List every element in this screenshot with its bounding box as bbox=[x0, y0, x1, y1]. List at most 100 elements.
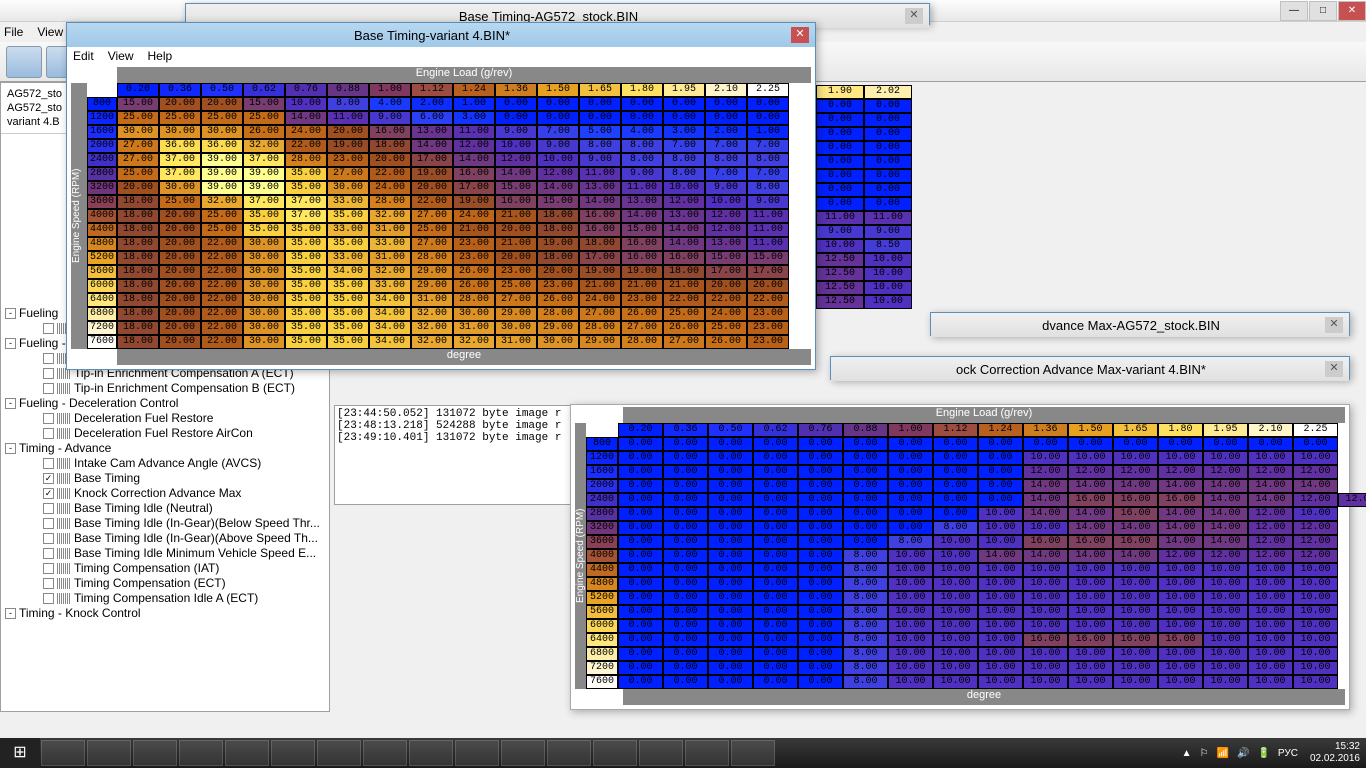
data-cell[interactable]: 15.00 bbox=[747, 251, 789, 265]
data-cell[interactable]: 31.00 bbox=[369, 251, 411, 265]
data-cell[interactable]: 0.00 bbox=[753, 437, 798, 451]
data-cell[interactable]: 27.00 bbox=[411, 237, 453, 251]
data-cell[interactable]: 7.00 bbox=[705, 139, 747, 153]
tree-leaf[interactable]: Intake Cam Advance Angle (AVCS) bbox=[3, 456, 327, 471]
data-cell[interactable]: 10.00 bbox=[1158, 647, 1203, 661]
taskbar-item[interactable] bbox=[363, 740, 407, 766]
data-cell[interactable]: 9.00 bbox=[747, 195, 789, 209]
taskbar-item[interactable] bbox=[455, 740, 499, 766]
data-cell[interactable]: 14.00 bbox=[1293, 479, 1338, 493]
data-cell[interactable]: 25.00 bbox=[159, 195, 201, 209]
data-cell[interactable]: 8.00 bbox=[579, 139, 621, 153]
data-cell[interactable]: 10.00 bbox=[1293, 563, 1338, 577]
data-cell[interactable]: 14.00 bbox=[1068, 479, 1113, 493]
data-cell[interactable]: 10.00 bbox=[1158, 451, 1203, 465]
data-cell[interactable]: 1.00 bbox=[747, 125, 789, 139]
data-cell[interactable]: 0.00 bbox=[708, 563, 753, 577]
data-cell[interactable]: 7.00 bbox=[537, 125, 579, 139]
data-cell[interactable]: 21.00 bbox=[495, 237, 537, 251]
data-cell[interactable]: 20.00 bbox=[411, 181, 453, 195]
data-cell[interactable]: 27.00 bbox=[579, 307, 621, 321]
data-cell[interactable]: 10.00 bbox=[1113, 577, 1158, 591]
data-cell[interactable]: 2.00 bbox=[411, 97, 453, 111]
data-cell[interactable]: 0.00 bbox=[663, 549, 708, 563]
data-cell[interactable]: 34.00 bbox=[369, 307, 411, 321]
data-cell[interactable]: 18.00 bbox=[117, 195, 159, 209]
data-cell[interactable]: 0.00 bbox=[843, 479, 888, 493]
data-cell[interactable]: 0.00 bbox=[747, 111, 789, 125]
data-cell[interactable]: 18.00 bbox=[537, 223, 579, 237]
data-cell[interactable]: 35.00 bbox=[327, 293, 369, 307]
data-cell[interactable]: 20.00 bbox=[327, 125, 369, 139]
data-cell[interactable]: 36.00 bbox=[201, 139, 243, 153]
data-cell[interactable]: 0.00 bbox=[933, 493, 978, 507]
data-cell[interactable]: 0.00 bbox=[753, 661, 798, 675]
data-cell[interactable]: 20.00 bbox=[117, 181, 159, 195]
data-cell[interactable]: 29.00 bbox=[411, 279, 453, 293]
data-cell[interactable]: 0.00 bbox=[888, 479, 933, 493]
data-cell[interactable]: 0.00 bbox=[798, 465, 843, 479]
data-cell[interactable]: 33.00 bbox=[327, 223, 369, 237]
data-cell[interactable]: 10.00 bbox=[933, 647, 978, 661]
data-cell[interactable]: 10.00 bbox=[1023, 675, 1068, 689]
data-cell[interactable]: 0.00 bbox=[798, 507, 843, 521]
data-cell[interactable]: 11.00 bbox=[747, 237, 789, 251]
data-cell[interactable]: 22.00 bbox=[201, 307, 243, 321]
data-cell[interactable]: 10.00 bbox=[1203, 591, 1248, 605]
data-cell[interactable]: 12.00 bbox=[1293, 465, 1338, 479]
data-cell[interactable]: 10.00 bbox=[978, 619, 1023, 633]
data-cell[interactable]: 35.00 bbox=[285, 251, 327, 265]
data-cell[interactable]: 10.00 bbox=[1293, 507, 1338, 521]
data-cell[interactable]: 0.00 bbox=[708, 633, 753, 647]
data-cell[interactable]: 14.00 bbox=[411, 139, 453, 153]
data-cell[interactable]: 10.00 bbox=[978, 633, 1023, 647]
data-cell[interactable]: 0.00 bbox=[708, 661, 753, 675]
data-cell[interactable]: 25.00 bbox=[117, 167, 159, 181]
data-cell[interactable]: 16.00 bbox=[1068, 633, 1113, 647]
data-cell[interactable]: 0.00 bbox=[618, 479, 663, 493]
data-cell[interactable]: 10.00 bbox=[1203, 633, 1248, 647]
data-cell[interactable]: 22.00 bbox=[201, 335, 243, 349]
data-cell[interactable]: 0.00 bbox=[798, 577, 843, 591]
data-cell[interactable]: 0.00 bbox=[798, 605, 843, 619]
data-cell[interactable]: 8.00 bbox=[843, 647, 888, 661]
data-cell[interactable]: 17.00 bbox=[453, 181, 495, 195]
data-cell[interactable]: 0.00 bbox=[978, 479, 1023, 493]
data-cell[interactable]: 0.00 bbox=[933, 507, 978, 521]
data-cell[interactable]: 10.00 bbox=[663, 181, 705, 195]
data-cell[interactable]: 12.00 bbox=[705, 209, 747, 223]
data-cell[interactable]: 10.00 bbox=[1068, 591, 1113, 605]
data-cell[interactable]: 32.00 bbox=[369, 209, 411, 223]
open-icon[interactable] bbox=[6, 46, 42, 78]
data-cell[interactable]: 22.00 bbox=[201, 293, 243, 307]
data-cell[interactable]: 0.00 bbox=[753, 619, 798, 633]
tree-leaf[interactable]: ✓Base Timing bbox=[3, 471, 327, 486]
data-cell[interactable]: 32.00 bbox=[453, 335, 495, 349]
data-cell[interactable]: 21.00 bbox=[453, 223, 495, 237]
data-cell[interactable]: 0.00 bbox=[618, 633, 663, 647]
data-cell[interactable]: 30.00 bbox=[537, 335, 579, 349]
data-cell[interactable]: 14.00 bbox=[1203, 535, 1248, 549]
data-cell[interactable]: 15.00 bbox=[621, 223, 663, 237]
data-cell[interactable]: 0.00 bbox=[708, 521, 753, 535]
data-cell[interactable]: 0.00 bbox=[618, 493, 663, 507]
data-cell[interactable]: 20.00 bbox=[159, 335, 201, 349]
data-cell[interactable]: 23.00 bbox=[327, 153, 369, 167]
data-cell[interactable]: 16.00 bbox=[1068, 535, 1113, 549]
data-cell[interactable]: 0.00 bbox=[618, 521, 663, 535]
data-cell[interactable]: 33.00 bbox=[369, 237, 411, 251]
data-cell[interactable]: 20.00 bbox=[747, 279, 789, 293]
data-cell[interactable]: 18.00 bbox=[117, 251, 159, 265]
data-cell[interactable]: 0.00 bbox=[978, 437, 1023, 451]
data-cell[interactable]: 20.00 bbox=[495, 223, 537, 237]
data-cell[interactable]: 20.00 bbox=[705, 279, 747, 293]
taskbar-item[interactable] bbox=[547, 740, 591, 766]
data-cell[interactable]: 16.00 bbox=[1158, 633, 1203, 647]
data-cell[interactable]: 20.00 bbox=[495, 251, 537, 265]
menu-item[interactable]: Edit bbox=[73, 49, 94, 63]
data-cell[interactable]: 12.00 bbox=[495, 153, 537, 167]
data-cell[interactable]: 0.00 bbox=[843, 493, 888, 507]
data-cell[interactable]: 10.00 bbox=[1293, 605, 1338, 619]
data-cell[interactable]: 10.00 bbox=[1023, 647, 1068, 661]
wifi-icon[interactable]: 📶 bbox=[1217, 748, 1229, 759]
